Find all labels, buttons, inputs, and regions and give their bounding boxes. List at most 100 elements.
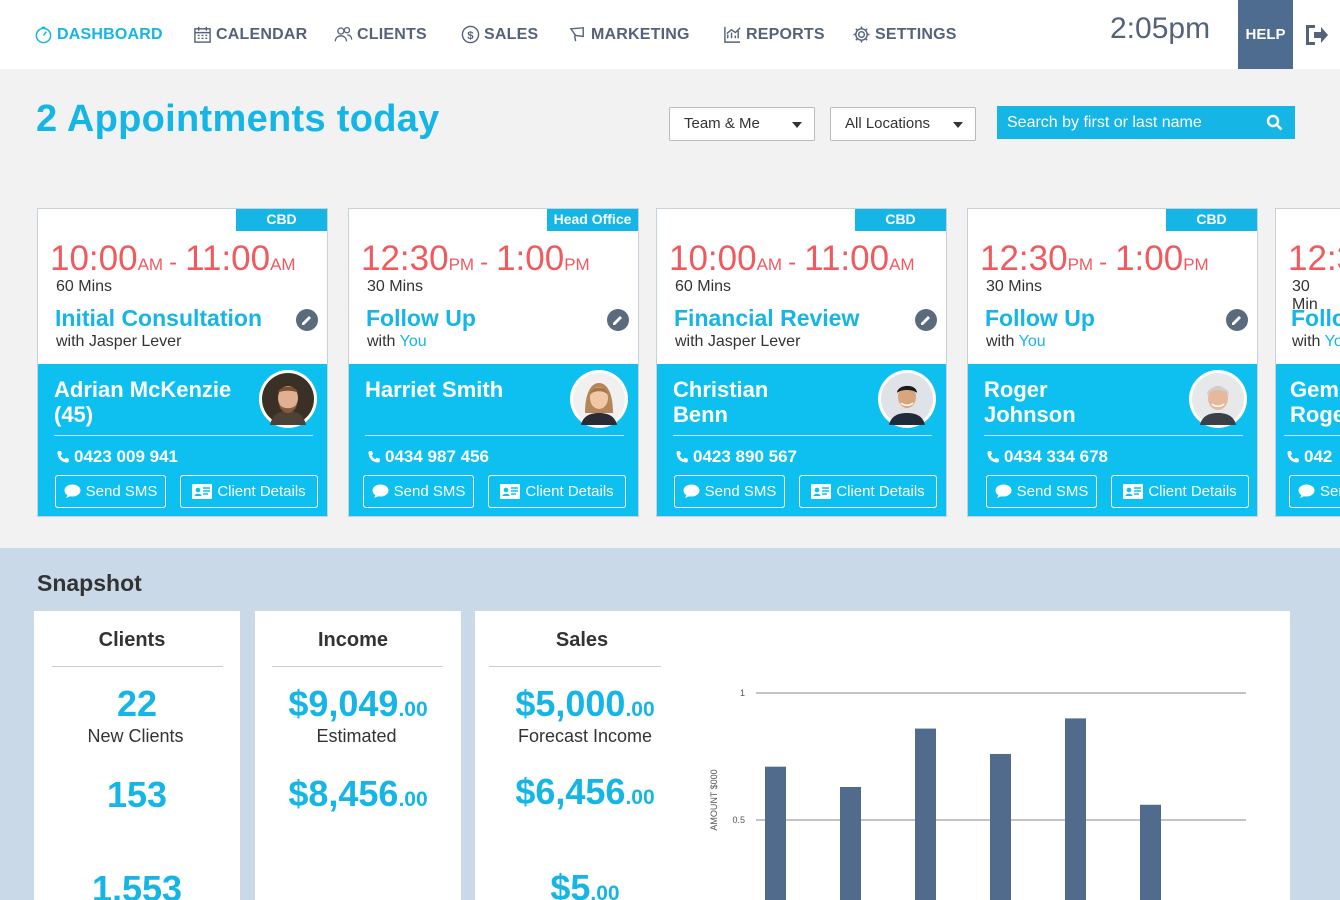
- appointment-card[interactable]: CBD 12:30PM -1:00PM 30 Mins Follow Up wit…: [967, 208, 1258, 517]
- help-button[interactable]: HELP: [1238, 0, 1293, 69]
- send-sms-label: Send SMS: [85, 483, 158, 500]
- appointment-card[interactable]: Head Office 12:30PM -1:00PM 30 Mins Follo…: [348, 208, 639, 517]
- service-name[interactable]: Follow Up: [366, 305, 476, 331]
- page-title: 2 Appointments today: [36, 98, 440, 140]
- location-filter-select[interactable]: All Locations: [830, 107, 976, 141]
- divider: [52, 666, 223, 667]
- sales-bar-chart: AMOUNT $000 1 0.5: [709, 688, 1246, 900]
- edit-button[interactable]: [296, 309, 318, 331]
- appointment-time: 10:00AM -11:00AM: [669, 239, 915, 278]
- income-value-2[interactable]: $8,456.00: [255, 773, 461, 815]
- client-details-button[interactable]: Client Details: [488, 475, 626, 508]
- client-name[interactable]: Harriet Smith: [365, 377, 504, 402]
- nav-settings[interactable]: SETTINGS: [852, 0, 957, 69]
- nav-settings-label: SETTINGS: [875, 25, 957, 43]
- nav-clients[interactable]: CLIENTS: [334, 0, 427, 69]
- client-name[interactable]: Roger Johnson: [984, 377, 1076, 427]
- send-sms-label: Send SMS: [393, 483, 466, 500]
- end-time: 11:00: [185, 239, 271, 278]
- chart-bar[interactable]: [765, 766, 786, 900]
- pencil-icon: [613, 316, 622, 325]
- chart-y-axis-label: AMOUNT $000: [709, 769, 719, 830]
- nav-calendar-label: CALENDAR: [216, 25, 308, 43]
- divider: [54, 435, 313, 436]
- clients-value-3[interactable]: 1,553: [91, 868, 183, 900]
- staff-name: Jasper Lever: [88, 333, 182, 350]
- phone-number[interactable]: 0434 334 678: [986, 447, 1108, 467]
- avatar-image: [262, 373, 314, 425]
- appointment-time: 10:00AM -11:00AM: [50, 239, 296, 278]
- chart-bar[interactable]: [840, 786, 861, 900]
- chat-icon: [683, 484, 700, 498]
- start-time: 12:30: [980, 239, 1068, 278]
- client-name[interactable]: Adrian McKenzie (45): [54, 377, 232, 427]
- service-name[interactable]: Follow Up: [985, 305, 1095, 331]
- client-details-label: Client Details: [217, 483, 306, 500]
- logout-icon[interactable]: [1303, 22, 1329, 48]
- client-details-button[interactable]: Client Details: [799, 475, 937, 508]
- chat-icon: [64, 484, 81, 498]
- client-panel: Christian Benn 0423 890 567 Send SMS Cli…: [657, 364, 946, 516]
- clients-icon: [334, 26, 353, 42]
- chart-bar[interactable]: [990, 753, 1011, 900]
- client-details-button[interactable]: Client Details: [1111, 475, 1249, 508]
- chart-bar[interactable]: [1065, 718, 1086, 900]
- avatar-image: [1192, 373, 1244, 425]
- service-name[interactable]: Financial Review: [674, 305, 860, 331]
- edit-button[interactable]: [915, 309, 937, 331]
- nav-sales[interactable]: $ SALES: [461, 0, 538, 69]
- nav-marketing[interactable]: MARKETING: [568, 0, 690, 69]
- appointment-card[interactable]: 12:3 30 Min Follo with Yo Gemm Roge 042 …: [1275, 208, 1340, 517]
- end-time: 1:00: [496, 239, 565, 278]
- send-sms-button[interactable]: Send SMS: [986, 475, 1097, 508]
- client-name[interactable]: Gemm Roge: [1290, 377, 1340, 427]
- search-input[interactable]: [997, 106, 1257, 139]
- forecast-dollars: $5,000: [515, 683, 626, 724]
- send-sms-button[interactable]: Send SMS: [674, 475, 785, 508]
- estimated-income-value[interactable]: $9,049.00: [255, 683, 461, 725]
- client-details-button[interactable]: Client Details: [180, 475, 318, 508]
- phone-number[interactable]: 042: [1286, 447, 1332, 467]
- search-icon[interactable]: [1266, 114, 1283, 131]
- sales-value-3[interactable]: $5.00: [483, 867, 687, 900]
- send-sms-button[interactable]: Sen: [1289, 475, 1340, 508]
- phone-number[interactable]: 0434 987 456: [367, 447, 489, 467]
- duration: 30 Min: [1292, 278, 1318, 313]
- start-ampm: AM: [756, 255, 783, 274]
- service-name[interactable]: Initial Consultation: [55, 305, 262, 331]
- appointment-card[interactable]: CBD 10:00AM -11:00AM 60 Mins Initial Cons…: [37, 208, 328, 517]
- chat-icon: [995, 484, 1012, 498]
- edit-button[interactable]: [1226, 309, 1248, 331]
- appointment-card[interactable]: CBD 10:00AM -11:00AM 60 Mins Financial Re…: [656, 208, 947, 517]
- sales-value-2[interactable]: $6,456.00: [483, 771, 687, 813]
- clients-value-2[interactable]: 153: [106, 774, 168, 815]
- avatar-image: [881, 373, 933, 425]
- clients-title: Clients: [98, 629, 166, 651]
- nav-reports-label: REPORTS: [746, 25, 825, 43]
- start-time: 10:00: [669, 239, 757, 278]
- phone-number[interactable]: 0423 890 567: [675, 447, 797, 467]
- pencil-icon: [921, 316, 930, 325]
- nav-dashboard[interactable]: DASHBOARD: [34, 0, 163, 69]
- team-filter-value: Team & Me: [684, 115, 760, 132]
- service-name[interactable]: Follo: [1291, 305, 1340, 331]
- divider: [489, 666, 661, 667]
- income-panel: Income $9,049.00 Estimated $8,456.00: [255, 611, 461, 900]
- nav-reports[interactable]: REPORTS: [723, 0, 825, 69]
- client-name[interactable]: Christian Benn: [673, 377, 769, 427]
- divider: [272, 666, 443, 667]
- duration: 60 Mins: [675, 278, 732, 295]
- new-clients-value[interactable]: 22: [116, 683, 158, 724]
- edit-button[interactable]: [607, 309, 629, 331]
- estimated-cents: .00: [398, 698, 428, 721]
- send-sms-button[interactable]: Send SMS: [55, 475, 166, 508]
- forecast-income-value[interactable]: $5,000.00: [483, 683, 687, 725]
- phone-number[interactable]: 0423 009 941: [56, 447, 178, 467]
- chart-bar[interactable]: [1140, 804, 1161, 900]
- send-sms-button[interactable]: Send SMS: [363, 475, 474, 508]
- with-prefix: with: [56, 333, 89, 350]
- chart-bar[interactable]: [915, 728, 936, 900]
- with-prefix: with: [986, 333, 1019, 350]
- nav-calendar[interactable]: CALENDAR: [193, 0, 307, 69]
- team-filter-select[interactable]: Team & Me: [669, 107, 815, 141]
